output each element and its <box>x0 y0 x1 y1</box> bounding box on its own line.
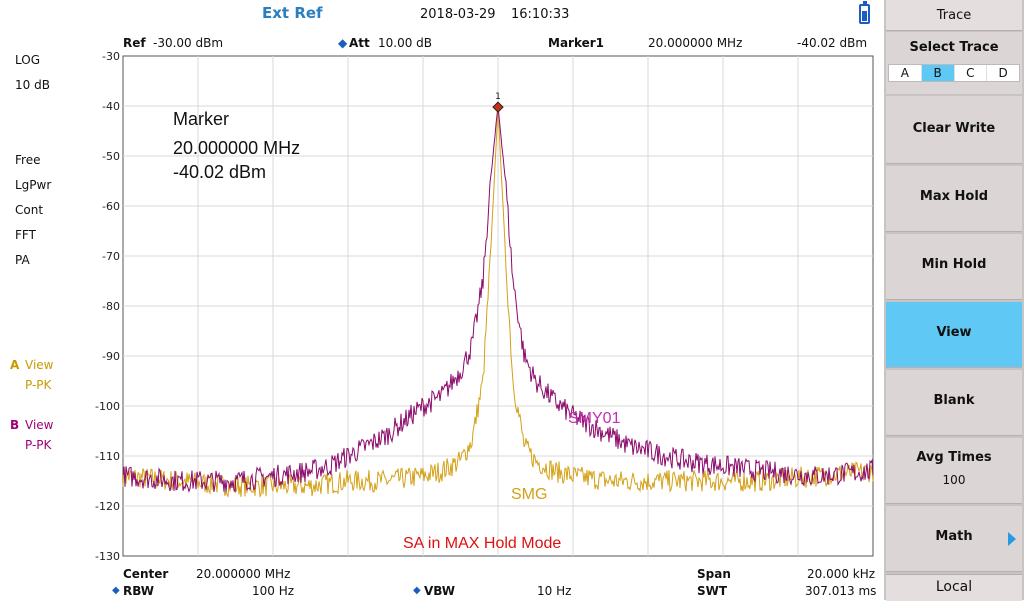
min-hold-button[interactable]: Min Hold <box>886 234 1022 300</box>
max-hold-button[interactable]: Max Hold <box>886 166 1022 232</box>
y-tick-label: -130 <box>95 550 120 563</box>
vbw-value: 10 Hz <box>537 584 572 598</box>
annotation-smg: SMG <box>511 486 547 503</box>
select-trace-group: Select Trace A B C D <box>886 32 1022 94</box>
annotations: SMY01 SMG SA in MAX Hold Mode <box>403 410 621 552</box>
scale-per-div: 10 dB <box>15 78 50 92</box>
vbw-label: VBW <box>424 584 456 598</box>
y-tick-label: -120 <box>95 500 120 513</box>
scale-type: LOG <box>15 53 41 67</box>
marker-box-title: Marker <box>173 109 229 129</box>
marker-1: 1 <box>492 92 504 113</box>
view-button[interactable]: View <box>886 302 1022 368</box>
ref-value: -30.00 dBm <box>153 36 224 50</box>
preamp: PA <box>15 253 30 267</box>
submenu-arrow-icon <box>1008 532 1016 546</box>
avg-times-button[interactable]: Avg Times 100 <box>886 438 1022 504</box>
traceA-state: View <box>25 358 54 372</box>
marker-box-freq: 20.000000 MHz <box>173 138 300 158</box>
sweep-mode: Cont <box>15 203 44 217</box>
softkey-panel: Trace Select Trace A B C D Clear Write M… <box>884 0 1024 601</box>
y-tick-labels: -30 -40 -50 -60 -70 -80 -90 -100 -110 -120 -130 <box>95 50 120 563</box>
swt-label: SWT <box>697 584 728 598</box>
swt-value: 307.013 ms <box>805 584 877 598</box>
ref-label: Ref <box>123 36 146 50</box>
math-button[interactable]: Math <box>886 506 1022 572</box>
trace-selector: A B C D <box>888 64 1020 82</box>
traceA-det: P-PK <box>25 378 52 392</box>
marker-label: Marker1 <box>548 36 605 50</box>
status-bar: Ext Ref 2018-03-29 16:10:33 <box>0 0 884 30</box>
marker-number-label: 1 <box>495 92 501 102</box>
trace-option-a[interactable]: A <box>889 65 922 81</box>
marker-box-level: -40.02 dBm <box>173 162 266 182</box>
detector-mode: LgPwr <box>15 178 52 192</box>
trace-option-b[interactable]: B <box>921 65 955 81</box>
vbw-diamond-icon: ◆ <box>413 585 421 596</box>
measurement-header: Ref -30.00 dBm ◆ Att 10.00 dB Marker1 20… <box>0 32 884 52</box>
y-tick-label: -60 <box>102 200 120 213</box>
sweep-type: FFT <box>15 228 36 242</box>
rbw-value: 100 Hz <box>252 584 295 598</box>
date: 2018-03-29 <box>420 7 496 22</box>
y-tick-label: -30 <box>102 50 120 63</box>
att-value: 10.00 dB <box>378 36 433 50</box>
y-tick-label: -50 <box>102 150 120 163</box>
y-tick-label: -70 <box>102 250 120 263</box>
y-tick-label: -90 <box>102 350 120 363</box>
att-diamond-icon: ◆ <box>338 36 348 50</box>
marker-level: -40.02 dBm <box>797 36 868 50</box>
y-tick-label: -40 <box>102 100 120 113</box>
rbw-diamond-icon: ◆ <box>112 585 120 596</box>
plot-grid <box>122 55 874 557</box>
traceB-letter: B <box>10 418 20 432</box>
rbw-label: RBW <box>123 584 154 598</box>
blank-button[interactable]: Blank <box>886 370 1022 436</box>
panel-title: Trace <box>886 0 1022 31</box>
marker-readout-box: Marker 20.000000 MHz -40.02 dBm <box>173 109 300 182</box>
y-tick-label: -110 <box>95 450 120 463</box>
traceA-letter: A <box>10 358 20 372</box>
avg-times-value: 100 <box>942 473 966 487</box>
avg-times-label: Avg Times <box>916 450 992 465</box>
battery-icon <box>859 1 870 24</box>
local-button[interactable]: Local <box>886 574 1022 601</box>
att-label: Att <box>349 36 370 50</box>
time: 16:10:33 <box>511 7 570 22</box>
select-trace-label: Select Trace <box>909 40 999 55</box>
y-tick-label: -100 <box>95 400 120 413</box>
annotation-mode: SA in MAX Hold Mode <box>403 535 561 552</box>
trace-option-d[interactable]: D <box>998 66 1008 80</box>
span-label: Span <box>697 567 731 581</box>
center-label: Center <box>123 567 169 581</box>
y-tick-label: -80 <box>102 300 120 313</box>
center-value: 20.000000 MHz <box>196 567 291 581</box>
math-label: Math <box>935 529 973 544</box>
trigger-mode: Free <box>15 153 41 167</box>
ref-source: Ext Ref <box>262 4 323 22</box>
traceB-det: P-PK <box>25 438 52 452</box>
marker-freq: 20.000000 MHz <box>648 36 743 50</box>
traceB-state: View <box>25 418 54 432</box>
span-value: 20.000 kHz <box>807 567 876 581</box>
clear-write-button[interactable]: Clear Write <box>886 96 1022 164</box>
trace-option-c[interactable]: C <box>955 65 988 81</box>
spectrum-plot: -30-40-50-60-70-80-90-100-110-120-130 1 … <box>95 50 874 563</box>
marker-diamond-icon <box>492 101 504 113</box>
annotation-smy01: SMY01 <box>568 410 621 427</box>
